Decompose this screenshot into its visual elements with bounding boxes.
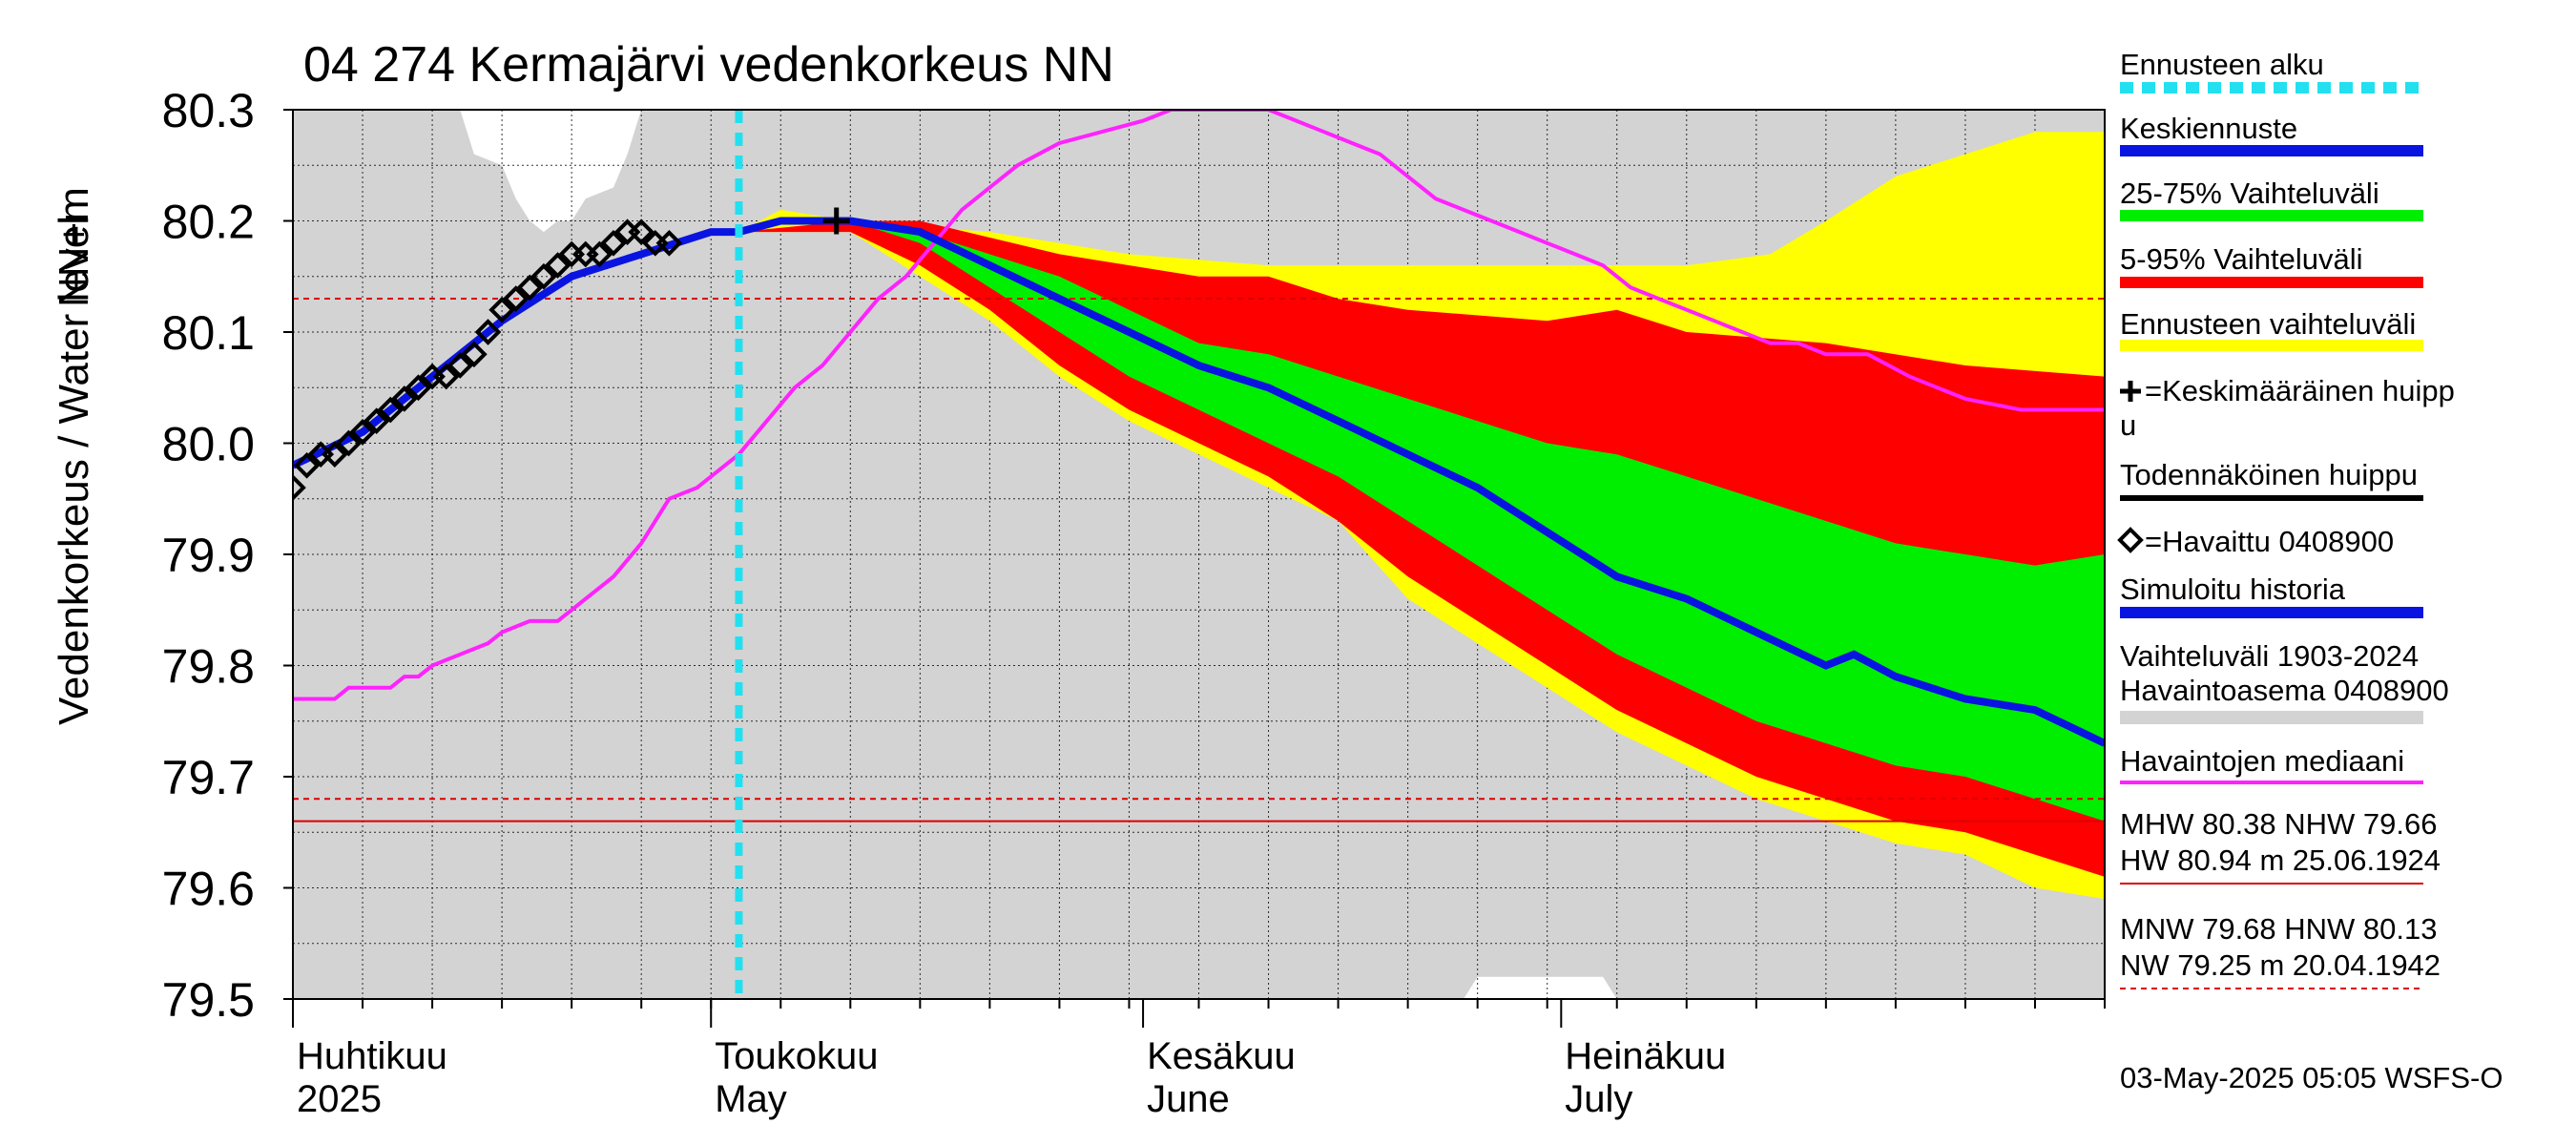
plot-area [292, 109, 2106, 1000]
y-axis-label: Vedenkorkeus / Water level [51, 216, 97, 725]
legend-label-cont: Havaintoasema 0408900 [2120, 674, 2449, 707]
statistics-block: MHW 80.38 NHW 79.66 HW 80.94 m 25.06.192… [2120, 807, 2441, 989]
month-label-en: 2025 [297, 1078, 382, 1120]
chart-title: 04 274 Kermajärvi vedenkorkeus NN [303, 37, 1114, 93]
legend-label: 25-75% Vaihteluväli [2120, 177, 2379, 210]
observed-point [321, 441, 348, 468]
reference-lines [293, 298, 2105, 822]
legend-label: Vaihteluväli 1903-2024 [2120, 639, 2419, 673]
observed-point [628, 219, 655, 245]
footer-timestamp: 03-May-2025 05:05 WSFS-O [2120, 1061, 2503, 1094]
observed-point [586, 240, 613, 268]
observed-point [405, 374, 432, 402]
month-label-fi: Kesäkuu [1147, 1035, 1296, 1077]
legend-label-cont: u [2120, 408, 2136, 442]
observed-point [447, 352, 474, 379]
observed-point [544, 252, 571, 279]
y-tick-label: 79.5 [162, 973, 255, 1027]
y-tick-label: 79.7 [162, 751, 255, 804]
legend-label: Todennäköinen huippu [2120, 458, 2418, 491]
y-tick-label: 79.8 [162, 640, 255, 694]
legend-label: Keskiennuste [2120, 112, 2297, 145]
stats-line-1: MHW 80.38 NHW 79.66 [2120, 807, 2438, 841]
observed-point [335, 429, 363, 457]
observed-point [293, 474, 306, 501]
observed-point [600, 229, 627, 257]
observed-point [293, 451, 321, 479]
y-tick-label: 79.9 [162, 529, 255, 582]
median-forecast-line [737, 217, 2105, 747]
observed-point [474, 319, 502, 345]
legend-label: Ennusteen vaihteluväli [2120, 307, 2416, 341]
legend-diamond-icon [2117, 527, 2144, 553]
legend-label: 5-95% Vaihteluväli [2120, 242, 2362, 276]
grid [293, 110, 2105, 999]
observed-point [349, 419, 376, 446]
legend-label: Ennusteen alku [2120, 48, 2324, 81]
observed-point [655, 229, 683, 257]
legend-label: =Havaittu 0408900 [2145, 525, 2394, 558]
legend-label: =Keskimääräinen huipp [2145, 374, 2455, 407]
y-tick-label: 80.1 [162, 306, 255, 360]
month-label-fi: Heinäkuu [1565, 1035, 1726, 1077]
observed-point [516, 274, 544, 302]
legend-label: Havaintojen mediaani [2120, 744, 2404, 778]
y-tick-label: 80.3 [162, 84, 255, 137]
month-label-fi: Toukokuu [715, 1035, 878, 1077]
simulated-history-line [293, 228, 739, 469]
median-observations-line [293, 110, 2105, 701]
y-tick-label: 79.6 [162, 863, 255, 916]
month-label-en: May [715, 1078, 787, 1120]
band-25-75 [738, 220, 2105, 822]
y-axis-ticks: 80.3 80.2 80.1 80.0 79.9 79.8 79.7 79.6 79.5 [162, 84, 293, 1027]
y-tick-label: 80.0 [162, 418, 255, 471]
observed-points [293, 219, 683, 501]
observed-point [377, 396, 405, 424]
observed-point [461, 341, 488, 368]
observed-point [432, 363, 460, 390]
legend-label: Simuloitu historia [2120, 572, 2346, 606]
month-label-fi: Huhtikuu [297, 1035, 447, 1077]
observed-point [363, 407, 390, 435]
observed-point [530, 262, 557, 290]
stats-line-3: MNW 79.68 HNW 80.13 [2120, 912, 2438, 946]
legend-plus-icon [2120, 381, 2141, 402]
observed-point [391, 385, 418, 412]
mean-peak-marker [822, 207, 850, 235]
stats-line-2: HW 80.94 m 25.06.1924 [2120, 843, 2441, 877]
peak-marker-cross [822, 207, 850, 235]
y-axis-unit: NN+m [51, 187, 97, 307]
month-label-en: June [1147, 1078, 1230, 1120]
y-tick-label: 80.2 [162, 196, 255, 249]
observed-point [502, 285, 530, 312]
stats-line-4: NW 79.25 m 20.04.1942 [2120, 948, 2441, 982]
observed-point [488, 296, 515, 323]
legend: Ennusteen alku Keskiennuste 25-75% Vaihtel… [2117, 48, 2455, 784]
month-label-en: July [1565, 1078, 1632, 1120]
